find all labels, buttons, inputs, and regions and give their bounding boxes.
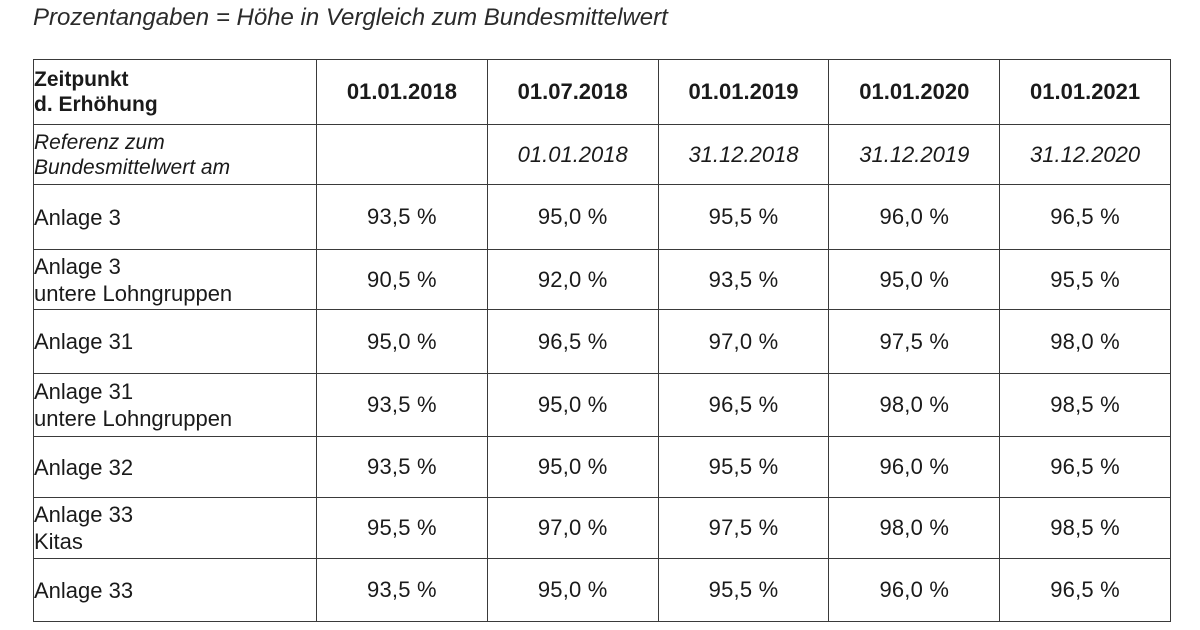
- reference-date: 31.12.2020: [999, 124, 1171, 185]
- value-cell: 95,5 %: [657, 558, 830, 622]
- row-label-cell: Anlage 33 Kitas: [33, 497, 317, 559]
- value-cell: 95,5 %: [657, 184, 830, 250]
- reference-date: 01.01.2018: [486, 124, 659, 185]
- table-row: Anlage 31 untere Lohngruppen 93,5 % 95,0 % 9…: [33, 373, 1171, 437]
- value-cell: 95,5 %: [316, 497, 488, 559]
- header-date: 01.07.2018: [486, 59, 659, 125]
- value-cell: 93,5 %: [316, 184, 488, 250]
- value-cell: 98,0 %: [828, 373, 1001, 437]
- header-row: Zeitpunkt d. Erhöhung 01.01.2018 01.07.2…: [33, 59, 1171, 125]
- header-date: 01.01.2019: [657, 59, 830, 125]
- value-cell: 92,0 %: [486, 249, 659, 310]
- value-cell: 97,0 %: [486, 497, 659, 559]
- value-cell: 93,5 %: [316, 436, 488, 498]
- reference-row: Referenz zum Bundesmittelwert am 01.01.2…: [33, 124, 1171, 185]
- row-label-line1: Anlage 31: [34, 329, 134, 354]
- value-cell: 93,5 %: [316, 558, 488, 622]
- table-row: Anlage 3 untere Lohngruppen 90,5 % 92,0 % 93…: [33, 249, 1171, 310]
- value-cell: 96,5 %: [486, 309, 659, 374]
- value-cell: 95,0 %: [486, 436, 659, 498]
- table-row: Anlage 33 93,5 % 95,0 % 95,5 % 96,0 % 96,5 %: [33, 558, 1171, 622]
- value-cell: 98,0 %: [828, 497, 1001, 559]
- table-row: Anlage 31 95,0 % 96,5 % 97,0 % 97,5 % 98,0 %: [33, 309, 1171, 374]
- value-cell: 95,5 %: [657, 436, 830, 498]
- value-cell: 96,0 %: [828, 184, 1001, 250]
- reference-date: 31.12.2019: [828, 124, 1001, 185]
- reference-date: 31.12.2018: [657, 124, 830, 185]
- row-label-line2: untere Lohngruppen: [34, 280, 233, 306]
- reference-label-line1: Referenz zum: [34, 130, 165, 154]
- header-date: 01.01.2018: [316, 59, 488, 125]
- row-label-line1: Anlage 3: [34, 204, 121, 230]
- header-date: 01.01.2020: [828, 59, 1001, 125]
- value-cell: 95,5 %: [999, 249, 1171, 310]
- value-cell: 96,5 %: [999, 184, 1171, 250]
- row-label-cell: Anlage 31 untere Lohngruppen: [33, 373, 317, 437]
- value-cell: 95,0 %: [828, 249, 1001, 310]
- row-label-line1: Anlage 33: [34, 577, 134, 603]
- value-cell: 95,0 %: [486, 373, 659, 437]
- row-label-line2: Kitas: [34, 529, 83, 554]
- value-cell: 95,0 %: [486, 184, 659, 250]
- row-label-cell: Anlage 31: [33, 309, 317, 374]
- row-label-cell: Anlage 3 untere Lohngruppen: [33, 249, 317, 310]
- row-label-cell: Anlage 33: [33, 558, 317, 622]
- value-cell: 95,0 %: [486, 558, 659, 622]
- data-rows: Anlage 3 93,5 % 95,0 % 95,5 % 96,0 % 96,5 % An…: [33, 184, 1171, 622]
- value-cell: 96,5 %: [999, 558, 1171, 622]
- row-label-line1: Anlage 3: [34, 253, 121, 279]
- table-caption: Prozentangaben = Höhe in Vergleich zum B…: [33, 4, 668, 31]
- row-label-line1: Anlage 31: [34, 379, 134, 404]
- value-cell: 93,5 %: [316, 373, 488, 437]
- value-cell: 98,0 %: [999, 309, 1171, 374]
- row-label-cell: Anlage 32: [33, 436, 317, 498]
- value-cell: 98,5 %: [999, 373, 1171, 437]
- table-row: Anlage 32 93,5 % 95,0 % 95,5 % 96,0 % 96,5 %: [33, 436, 1171, 498]
- value-cell: 93,5 %: [657, 249, 830, 310]
- header-label-line2: d. Erhöhung: [34, 93, 158, 116]
- value-cell: 96,5 %: [657, 373, 830, 437]
- reference-label-line2: Bundesmittelwert am: [34, 155, 231, 179]
- header-label-line1: Zeitpunkt: [34, 68, 129, 91]
- value-cell: 90,5 %: [316, 249, 488, 310]
- value-cell: 96,0 %: [828, 558, 1001, 622]
- row-label-cell: Anlage 3: [33, 184, 317, 250]
- rate-table: Zeitpunkt d. Erhöhung 01.01.2018 01.07.2…: [33, 59, 1171, 622]
- header-date: 01.01.2021: [999, 59, 1171, 125]
- row-label-line1: Anlage 33: [34, 502, 134, 527]
- table-row: Anlage 33 Kitas 95,5 % 97,0 % 97,5 % 98,0 % 98…: [33, 497, 1171, 559]
- value-cell: 97,5 %: [828, 309, 1001, 374]
- row-label-line2: untere Lohngruppen: [34, 406, 233, 431]
- header-label-cell: Zeitpunkt d. Erhöhung: [33, 59, 317, 125]
- value-cell: 96,0 %: [828, 436, 1001, 498]
- reference-date: [316, 124, 488, 185]
- row-label-line1: Anlage 32: [34, 454, 134, 480]
- reference-label-cell: Referenz zum Bundesmittelwert am: [33, 124, 317, 185]
- table-row: Anlage 3 93,5 % 95,0 % 95,5 % 96,0 % 96,5 %: [33, 184, 1171, 250]
- value-cell: 97,5 %: [657, 497, 830, 559]
- value-cell: 95,0 %: [316, 309, 488, 374]
- value-cell: 98,5 %: [999, 497, 1171, 559]
- value-cell: 97,0 %: [657, 309, 830, 374]
- value-cell: 96,5 %: [999, 436, 1171, 498]
